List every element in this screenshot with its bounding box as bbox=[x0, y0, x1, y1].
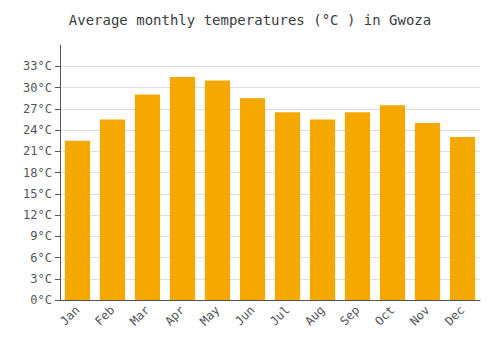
svg-text:21°C: 21°C bbox=[23, 144, 52, 158]
svg-text:0°C: 0°C bbox=[30, 293, 52, 307]
svg-text:Apr: Apr bbox=[162, 303, 187, 328]
svg-text:24°C: 24°C bbox=[23, 123, 52, 137]
svg-text:30°C: 30°C bbox=[23, 81, 52, 95]
svg-text:Sep: Sep bbox=[337, 303, 362, 328]
svg-text:27°C: 27°C bbox=[23, 102, 52, 116]
svg-text:May: May bbox=[197, 303, 222, 328]
svg-text:33°C: 33°C bbox=[23, 59, 52, 73]
svg-text:15°C: 15°C bbox=[23, 187, 52, 201]
svg-text:9°C: 9°C bbox=[30, 229, 52, 243]
svg-text:Feb: Feb bbox=[92, 303, 117, 328]
svg-text:12°C: 12°C bbox=[23, 208, 52, 222]
svg-text:Jul: Jul bbox=[267, 303, 292, 328]
svg-text:Aug: Aug bbox=[302, 303, 327, 328]
svg-text:Dec: Dec bbox=[442, 303, 467, 328]
svg-text:18°C: 18°C bbox=[23, 166, 52, 180]
svg-text:Nov: Nov bbox=[407, 303, 432, 328]
svg-text:Jun: Jun bbox=[232, 303, 257, 328]
svg-text:Average monthly temperatures (: Average monthly temperatures (°C ) in Gw… bbox=[69, 12, 431, 28]
svg-text:3°C: 3°C bbox=[30, 272, 52, 286]
svg-text:Mar: Mar bbox=[127, 303, 152, 328]
svg-text:Jan: Jan bbox=[57, 303, 82, 328]
svg-text:6°C: 6°C bbox=[30, 251, 52, 265]
svg-text:Oct: Oct bbox=[372, 303, 397, 328]
